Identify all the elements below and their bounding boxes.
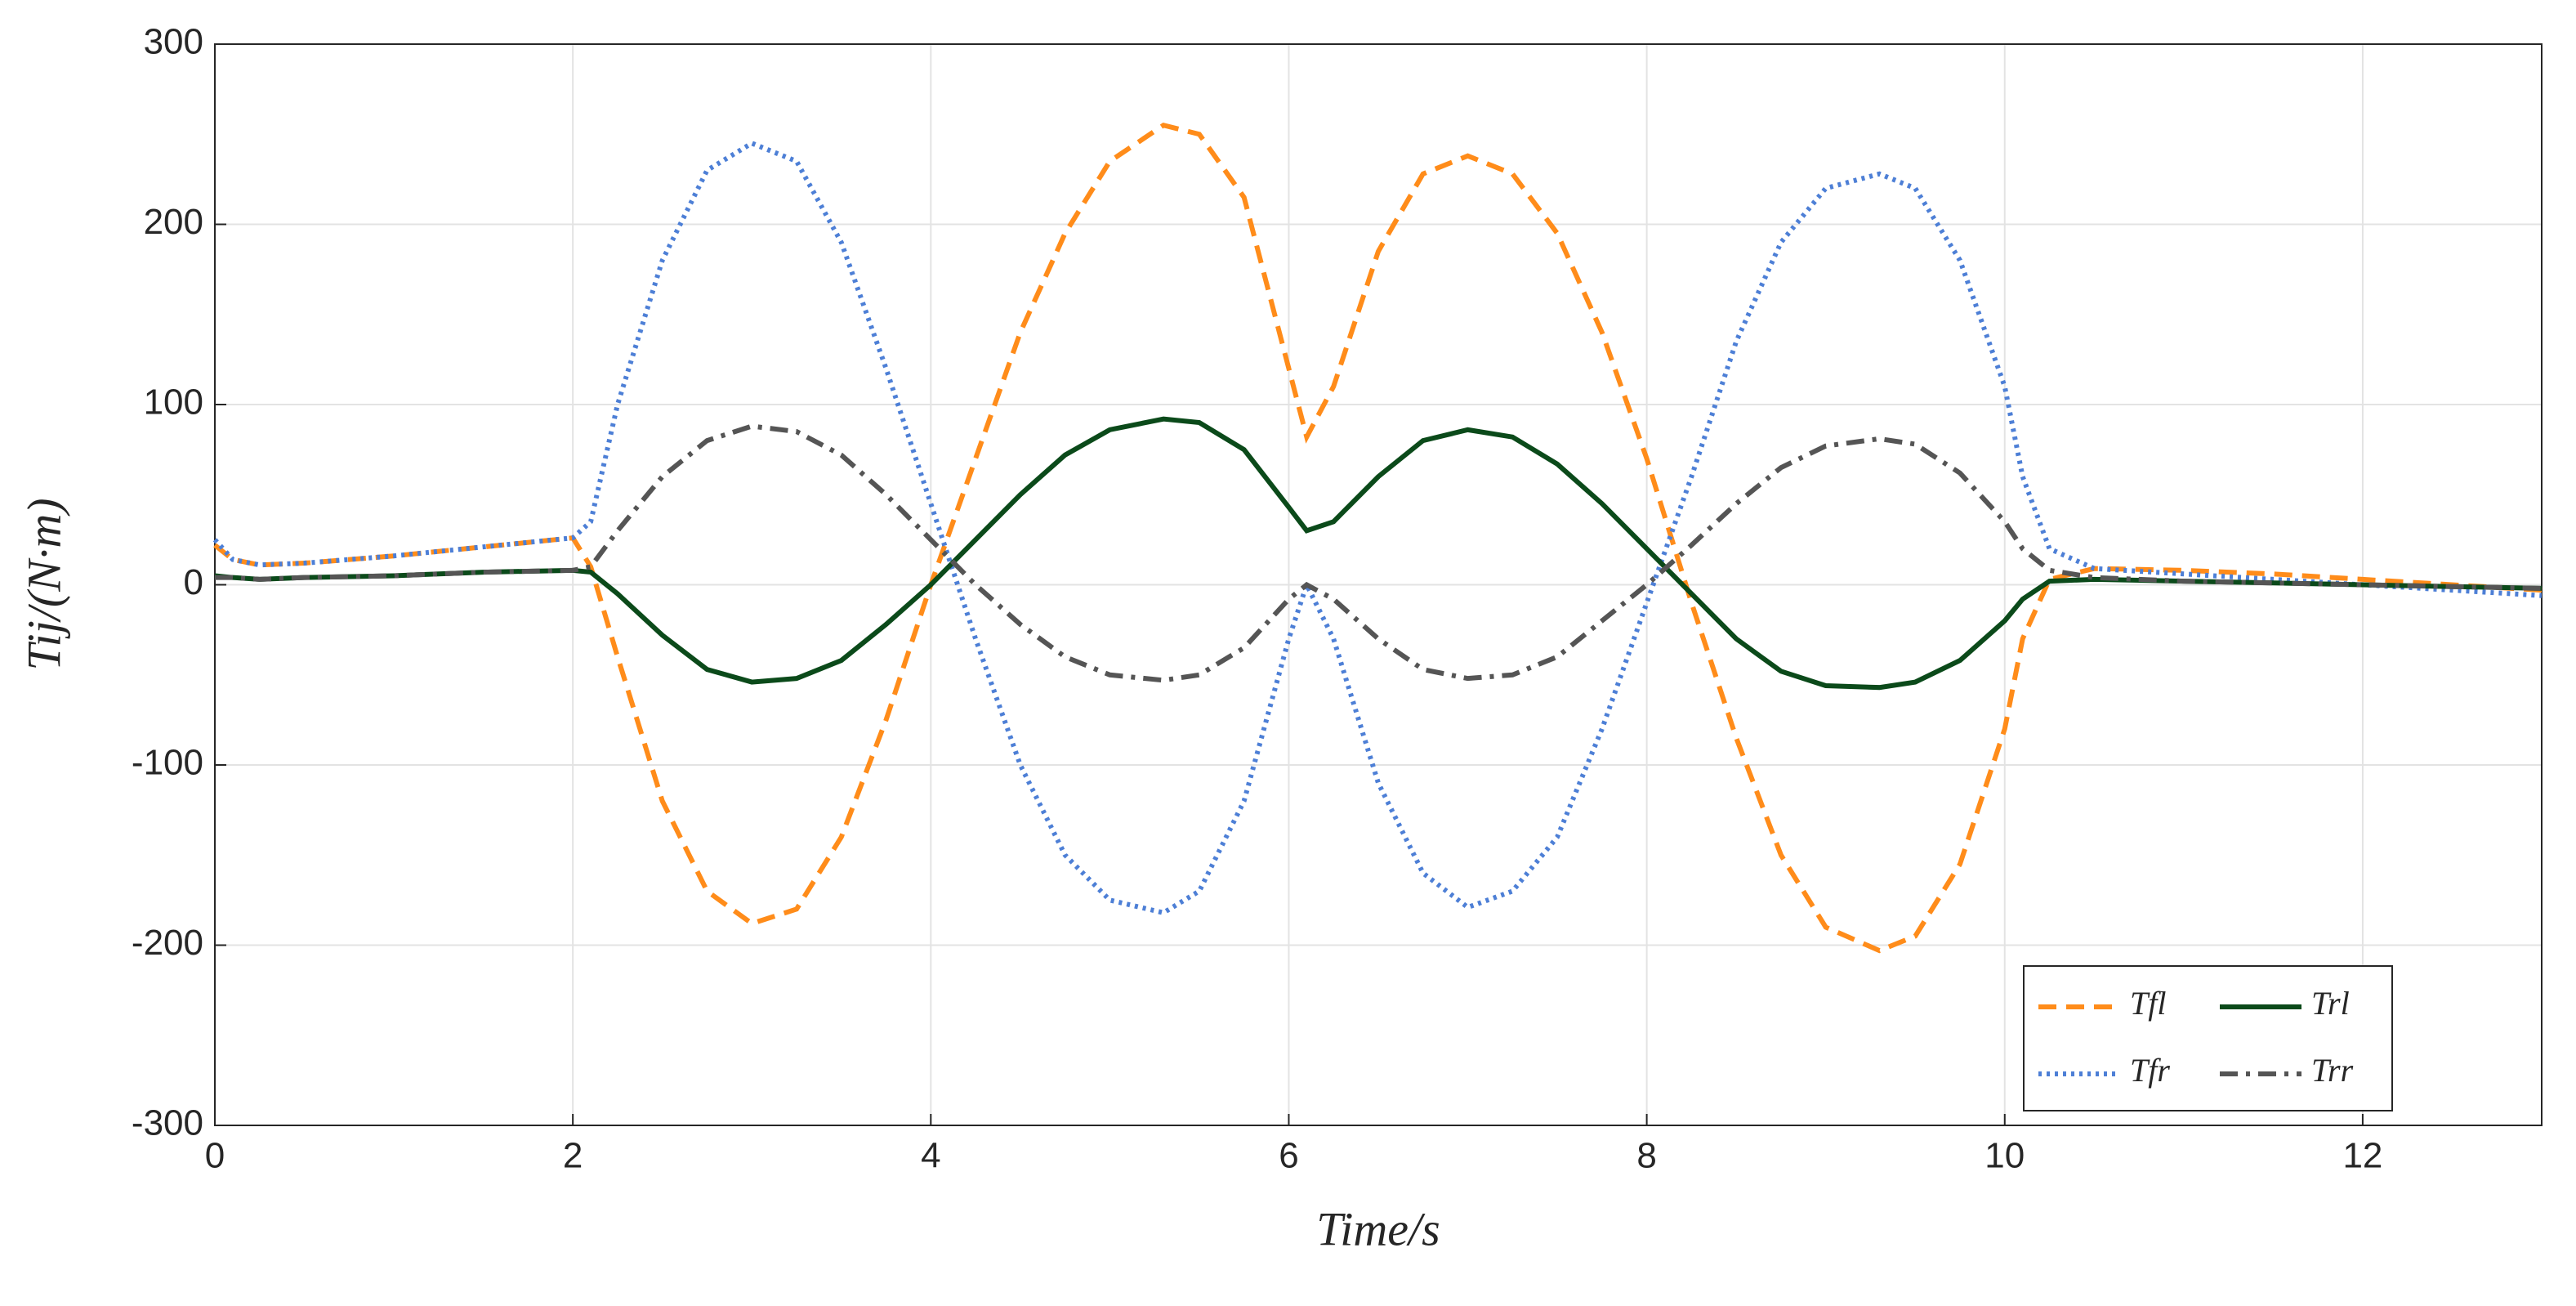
x-axis-label: Time/s: [1316, 1202, 1440, 1255]
y-tick-label: 200: [144, 202, 203, 242]
y-tick-label: 300: [144, 22, 203, 62]
y-tick-label: -200: [132, 923, 203, 963]
legend-box: [2023, 965, 2393, 1111]
x-tick-label: 4: [921, 1136, 940, 1176]
legend-label: Tfl: [2130, 985, 2166, 1022]
series-line: [214, 416, 2543, 691]
x-tick-label: 6: [1279, 1136, 1298, 1176]
plot-frame: [214, 43, 2543, 1126]
x-tick-label: 2: [563, 1136, 583, 1176]
x-tick-label: 12: [2342, 1136, 2382, 1176]
y-tick-label: -300: [132, 1103, 203, 1143]
legend-label: Trl: [2311, 985, 2350, 1022]
legend-label: Trr: [2311, 1052, 2354, 1089]
y-axis-label: Tij/(N·m): [17, 498, 70, 670]
legend-label: Tfr: [2130, 1052, 2170, 1089]
x-tick-label: 10: [1984, 1136, 2025, 1176]
series-line: [215, 423, 2543, 683]
y-tick-label: 0: [184, 562, 203, 602]
series-line: [213, 122, 2543, 954]
y-tick-label: 100: [144, 382, 203, 423]
x-tick-label: 0: [205, 1136, 225, 1176]
y-tick-label: -100: [132, 743, 203, 783]
x-tick-label: 8: [1636, 1136, 1656, 1176]
